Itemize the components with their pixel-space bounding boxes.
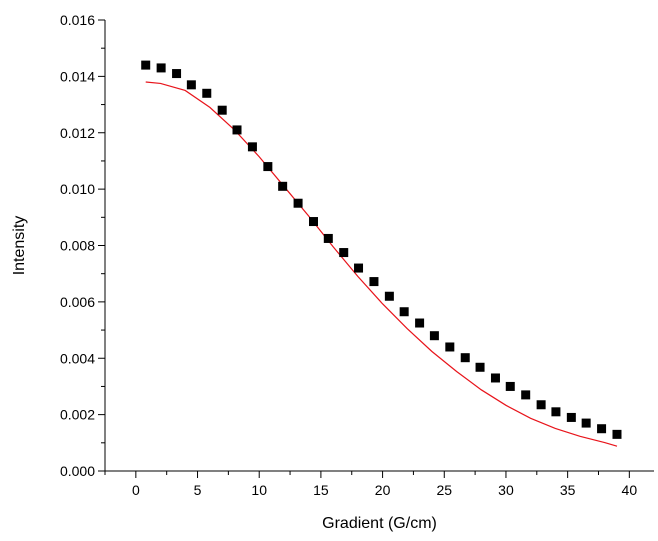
data-point [551, 407, 561, 417]
data-point [217, 105, 227, 115]
x-axis-title: Gradient (G/cm) [322, 515, 437, 532]
x-tick-label: 40 [622, 482, 638, 498]
data-point [475, 362, 485, 372]
data-point [384, 291, 394, 301]
data-point [339, 248, 349, 258]
x-tick-label: 25 [436, 482, 452, 498]
data-point [445, 342, 455, 352]
fit-line [145, 81, 618, 447]
x-tick-label: 20 [375, 482, 391, 498]
data-point [536, 400, 546, 410]
y-tick-labels: 0.000 0.002 0.004 0.006 0.008 0.010 0.012 0.014… [60, 12, 95, 479]
data-point [247, 142, 257, 152]
data-point [399, 307, 409, 317]
y-tick-label: 0.002 [60, 407, 95, 423]
y-tick-label: 0.012 [60, 125, 95, 141]
x-tick-label: 35 [560, 482, 576, 498]
x-tick-label: 10 [251, 482, 267, 498]
x-tick-labels: 0 5 10 15 20 25 30 35 40 [132, 482, 637, 498]
data-point [141, 60, 151, 70]
y-tick-label: 0.016 [60, 12, 95, 28]
data-point [156, 63, 166, 73]
data-point [232, 125, 242, 135]
data-point [566, 412, 576, 422]
y-tick-label: 0.000 [60, 463, 95, 479]
data-point [323, 233, 333, 243]
data-point [490, 373, 500, 383]
data-point [263, 162, 273, 172]
data-point [369, 277, 379, 287]
x-tick-label: 30 [498, 482, 514, 498]
data-point [429, 331, 439, 341]
x-tick-label: 15 [313, 482, 329, 498]
point-series [141, 60, 622, 439]
fit-series [145, 81, 618, 447]
data-point [354, 263, 364, 273]
y-tick-label: 0.010 [60, 181, 95, 197]
data-point [186, 80, 196, 90]
data-point [460, 353, 470, 363]
data-point [278, 181, 288, 191]
y-tick-label: 0.006 [60, 294, 95, 310]
x-tick-label: 0 [132, 482, 140, 498]
data-point [309, 217, 318, 227]
data-point [597, 424, 607, 434]
y-tick-label: 0.008 [60, 238, 95, 254]
x-ticks [104, 471, 630, 478]
data-point [505, 381, 515, 391]
data-point [415, 318, 425, 328]
y-tick-label: 0.014 [60, 68, 95, 84]
data-point [612, 429, 622, 439]
data-point [172, 69, 182, 79]
data-point [581, 418, 591, 428]
data-point [521, 390, 531, 400]
x-tick-label: 5 [194, 482, 202, 498]
data-point [202, 88, 212, 98]
y-axis-title: Intensity [11, 216, 28, 276]
y-tick-label: 0.004 [60, 350, 95, 366]
data-point [293, 198, 303, 208]
y-ticks [98, 19, 105, 472]
